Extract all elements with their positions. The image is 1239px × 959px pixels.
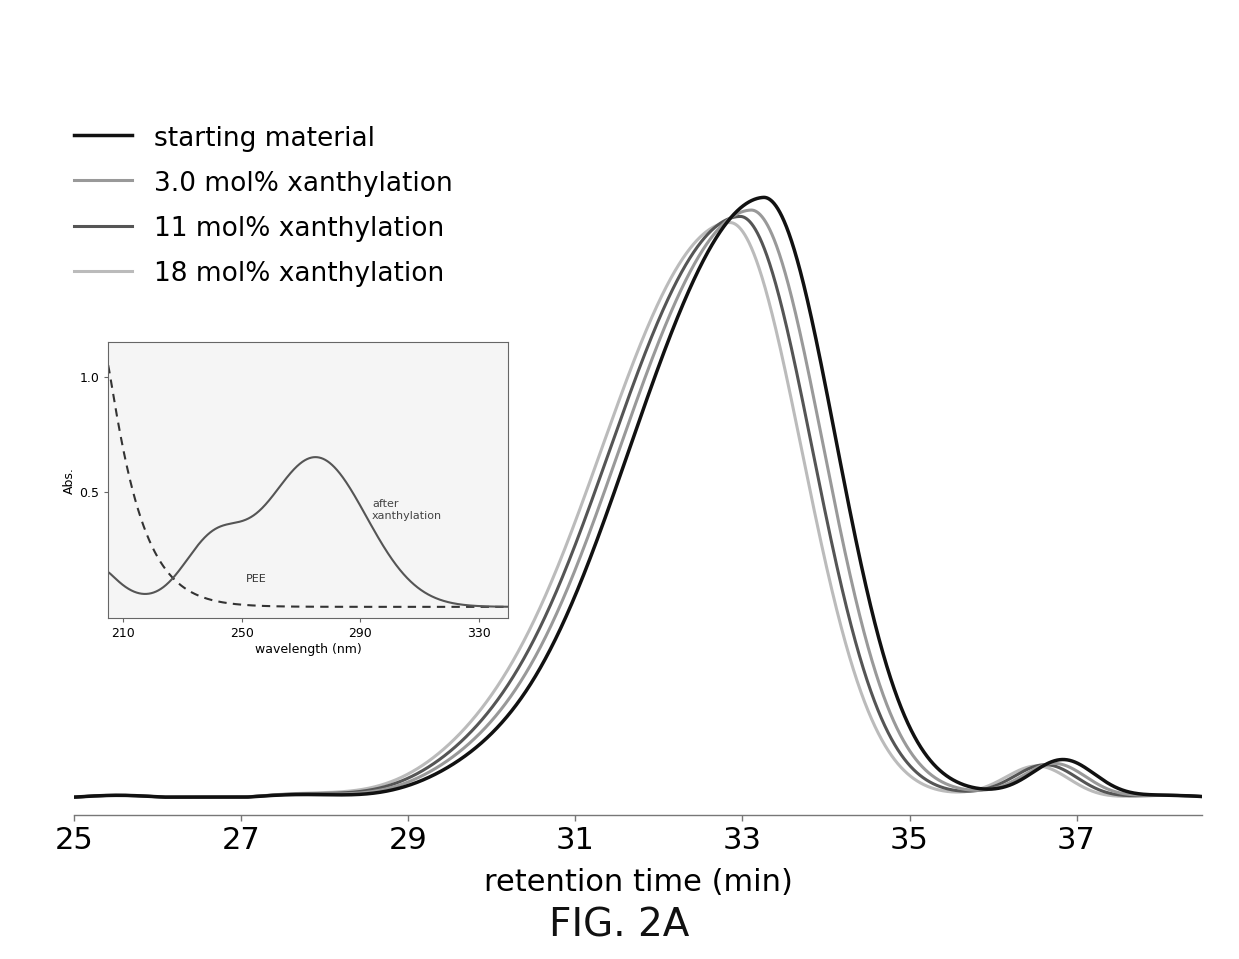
Text: FIG. 2A: FIG. 2A: [549, 906, 690, 945]
Legend: starting material, 3.0 mol% xanthylation, 11 mol% xanthylation, 18 mol% xanthyla: starting material, 3.0 mol% xanthylation…: [74, 125, 452, 288]
X-axis label: retention time (min): retention time (min): [483, 869, 793, 898]
